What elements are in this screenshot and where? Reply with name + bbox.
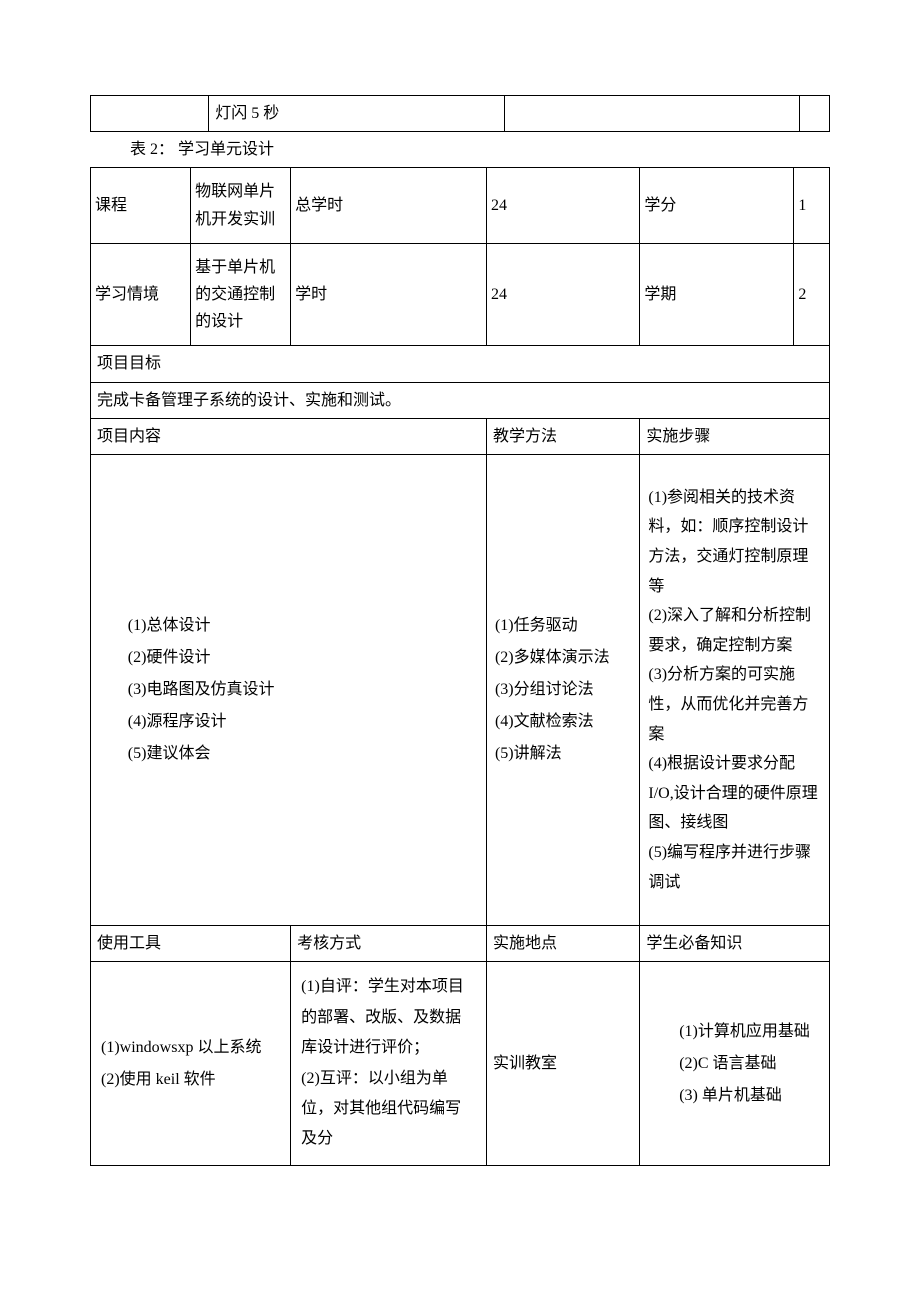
cell-location-header: 实施地点 — [486, 926, 639, 962]
cell-content-list: (1)总体设计 (2)硬件设计 (3)电路图及仿真设计 (4)源程序设计 (5)… — [91, 454, 487, 925]
table-row: (1)总体设计 (2)硬件设计 (3)电路图及仿真设计 (4)源程序设计 (5)… — [91, 454, 830, 925]
content-list: (1)总体设计 (2)硬件设计 (3)电路图及仿真设计 (4)源程序设计 (5)… — [95, 604, 482, 776]
list-item: (4)根据设计要求分配 I/O,设计合理的硬件原理图、接线图 — [648, 749, 821, 838]
table-fragment-top: 灯闪 5 秒 — [90, 95, 830, 132]
list-item: (1)参阅相关的技术资料，如：顺序控制设计方法，交通灯控制原理等 — [648, 483, 821, 601]
cell-credits-label: 学分 — [640, 168, 794, 243]
cell-tools-header: 使用工具 — [91, 926, 291, 962]
cell — [91, 96, 209, 132]
cell-content-header: 项目内容 — [91, 418, 487, 454]
cell-total-hours-value: 24 — [486, 168, 639, 243]
list-item: (2)使用 keil 软件 — [101, 1064, 280, 1096]
cell-knowledge-header: 学生必备知识 — [640, 926, 830, 962]
list-item: (2)深入了解和分析控制要求，确定控制方案 — [648, 601, 821, 660]
cell-project-goal-label: 项目目标 — [91, 346, 830, 382]
cell-hours-label: 学时 — [291, 243, 487, 346]
cell-tools-list: (1)windowsxp 以上系统 (2)使用 keil 软件 — [91, 962, 291, 1165]
cell-steps-header: 实施步骤 — [640, 418, 830, 454]
cell: 灯闪 5 秒 — [209, 96, 505, 132]
table-row: 课程 物联网单片机开发实训 总学时 24 学分 1 — [91, 168, 830, 243]
cell-course-label: 课程 — [91, 168, 191, 243]
cell — [800, 96, 830, 132]
list-item: (5)建议体会 — [99, 738, 478, 770]
cell-context-value: 基于单片机的交通控制的设计 — [191, 243, 291, 346]
cell-assessment-list: (1)自评：学生对本项目的部署、改版、及数据库设计进行评价； (2)互评：以小组… — [291, 962, 487, 1165]
knowledge-list: (1)计算机应用基础 (2)C 语言基础 (3) 单片机基础 — [646, 1010, 823, 1118]
table-row: 学习情境 基于单片机的交通控制的设计 学时 24 学期 2 — [91, 243, 830, 346]
cell-project-goal-value: 完成卡备管理子系统的设计、实施和测试。 — [91, 382, 830, 418]
table-learning-unit: 课程 物联网单片机开发实训 总学时 24 学分 1 学习情境 基于单片机的交通控… — [90, 167, 830, 1165]
cell-course-value: 物联网单片机开发实训 — [191, 168, 291, 243]
cell-total-hours-label: 总学时 — [291, 168, 487, 243]
list-item: (3)分析方案的可实施性，从而优化并完善方案 — [648, 660, 821, 749]
cell-semester-value: 2 — [794, 243, 830, 346]
list-item: (1)计算机应用基础 — [650, 1016, 819, 1048]
methods-list: (1)任务驱动 (2)多媒体演示法 (3)分组讨论法 (4)文献检索法 (5)讲… — [491, 604, 635, 776]
list-item: (5)编写程序并进行步骤调试 — [648, 838, 821, 897]
assessment-list: (1)自评：学生对本项目的部署、改版、及数据库设计进行评价； (2)互评：以小组… — [297, 966, 480, 1160]
list-item: (1)自评：学生对本项目的部署、改版、及数据库设计进行评价； — [301, 972, 476, 1063]
list-item: (3) 单片机基础 — [650, 1080, 819, 1112]
list-item: (1)总体设计 — [99, 610, 478, 642]
tools-list: (1)windowsxp 以上系统 (2)使用 keil 软件 — [97, 1026, 284, 1102]
table-row: 项目目标 — [91, 346, 830, 382]
list-item: (1)任务驱动 — [495, 610, 631, 642]
table-caption: 表 2： 学习单元设计 — [130, 136, 830, 163]
list-item: (2)硬件设计 — [99, 642, 478, 674]
list-item: (4)文献检索法 — [495, 706, 631, 738]
table-row: 完成卡备管理子系统的设计、实施和测试。 — [91, 382, 830, 418]
cell-methods-list: (1)任务驱动 (2)多媒体演示法 (3)分组讨论法 (4)文献检索法 (5)讲… — [486, 454, 639, 925]
list-item: (3)电路图及仿真设计 — [99, 674, 478, 706]
cell-knowledge-list: (1)计算机应用基础 (2)C 语言基础 (3) 单片机基础 — [640, 962, 830, 1165]
cell-method-header: 教学方法 — [486, 418, 639, 454]
cell-steps-list: (1)参阅相关的技术资料，如：顺序控制设计方法，交通灯控制原理等 (2)深入了解… — [640, 454, 830, 925]
list-item: (4)源程序设计 — [99, 706, 478, 738]
cell-assessment-header: 考核方式 — [291, 926, 487, 962]
list-item: (2)多媒体演示法 — [495, 642, 631, 674]
table-row: 使用工具 考核方式 实施地点 学生必备知识 — [91, 926, 830, 962]
list-item: (1)windowsxp 以上系统 — [101, 1032, 280, 1064]
steps-list: (1)参阅相关的技术资料，如：顺序控制设计方法，交通灯控制原理等 (2)深入了解… — [644, 477, 825, 903]
table-row: 灯闪 5 秒 — [91, 96, 830, 132]
table-row: (1)windowsxp 以上系统 (2)使用 keil 软件 (1)自评：学生… — [91, 962, 830, 1165]
cell-credits-value: 1 — [794, 168, 830, 243]
cell-semester-label: 学期 — [640, 243, 794, 346]
list-item: (5)讲解法 — [495, 738, 631, 770]
list-item: (2)互评：以小组为单位，对其他组代码编写及分 — [301, 1064, 476, 1155]
cell-location-value: 实训教室 — [486, 962, 639, 1165]
cell — [504, 96, 800, 132]
table-row: 项目内容 教学方法 实施步骤 — [91, 418, 830, 454]
cell-context-label: 学习情境 — [91, 243, 191, 346]
list-item: (3)分组讨论法 — [495, 674, 631, 706]
list-item: (2)C 语言基础 — [650, 1048, 819, 1080]
cell-hours-value: 24 — [486, 243, 639, 346]
